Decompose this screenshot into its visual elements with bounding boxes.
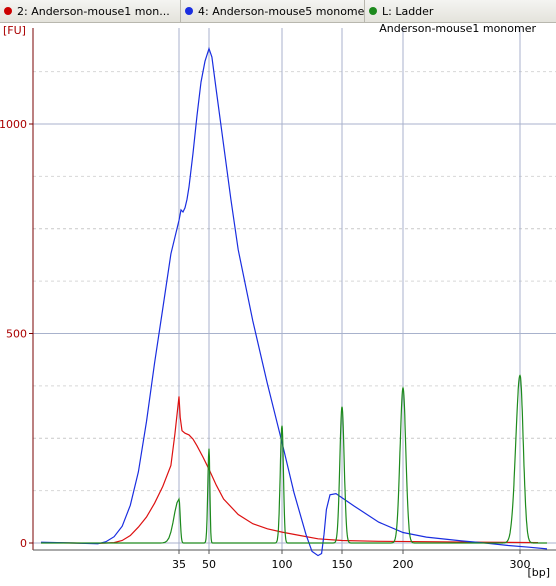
x-tick-label: 200 [393, 558, 414, 571]
x-tick-label: 100 [272, 558, 293, 571]
tab-ladder[interactable]: L: Ladder [365, 0, 556, 22]
x-tick-label: 150 [332, 558, 353, 571]
x-tick-label: 300 [510, 558, 531, 571]
sample-tab-bar: 2: Anderson-mouse1 mon... 4: Anderson-mo… [0, 0, 556, 23]
x-axis-label: [bp] [527, 566, 550, 579]
tab-label: 2: Anderson-mouse1 mon... [17, 4, 170, 18]
y-axis-ticks: 0 500 1000 [0, 118, 33, 550]
x-tick-label: 50 [202, 558, 216, 571]
chart-series [40, 46, 548, 557]
y-axis-label: [FU] [3, 24, 26, 37]
y-tick-label: 1000 [0, 118, 27, 131]
y-tick-label: 500 [6, 328, 27, 341]
sample-color-dot-icon [4, 7, 12, 15]
series-line-anderson-mouse5-monomer [40, 46, 548, 557]
tab-label: L: Ladder [382, 4, 434, 18]
tab-anderson-mouse5[interactable]: 4: Anderson-mouse5 monomer [181, 0, 365, 22]
tab-label: 4: Anderson-mouse5 monomer [198, 4, 365, 18]
sample-color-dot-icon [369, 7, 377, 15]
tab-anderson-mouse1[interactable]: 2: Anderson-mouse1 mon... [0, 0, 181, 22]
electropherogram-chart: 0 500 1000 35 50 100 150 200 300 [FU] [bp] Ande… [0, 22, 556, 579]
y-tick-label: 0 [20, 537, 27, 550]
chart-title: Anderson-mouse1 monomer [379, 22, 536, 35]
series-line-anderson-mouse1-monomer [40, 396, 539, 545]
sample-color-dot-icon [185, 7, 193, 15]
x-axis-ticks: 35 50 100 150 200 300 [172, 550, 531, 571]
x-tick-label: 35 [172, 558, 186, 571]
series-line-ladder [41, 374, 547, 544]
chart-grid [33, 28, 556, 550]
